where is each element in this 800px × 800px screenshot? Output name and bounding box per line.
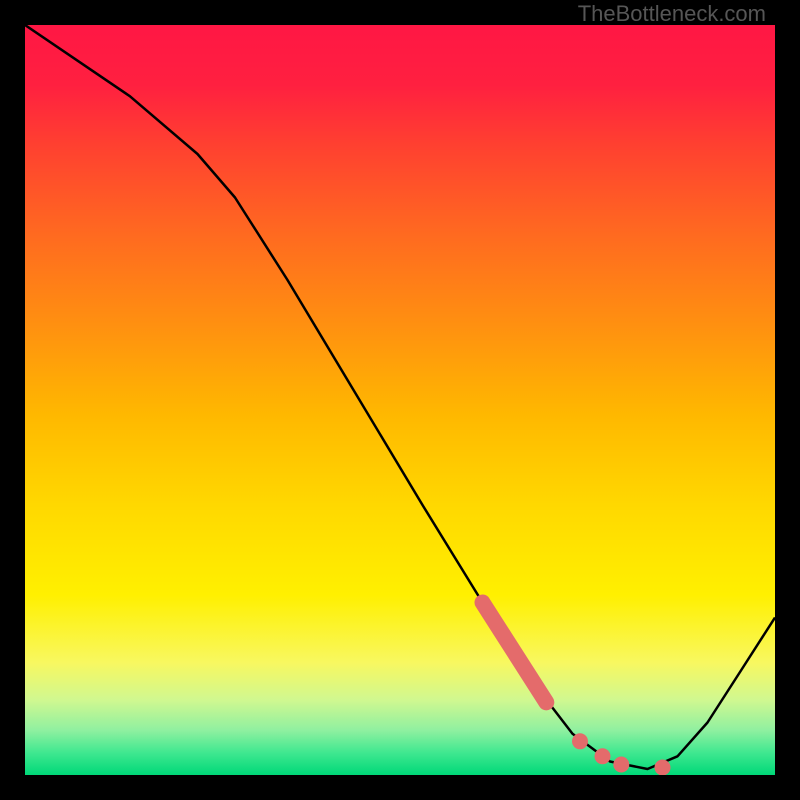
chart-svg — [25, 25, 775, 775]
highlight-dot — [655, 760, 671, 776]
watermark-text: TheBottleneck.com — [578, 1, 766, 27]
highlight-dot — [613, 757, 629, 773]
chart-plot-area — [25, 25, 775, 775]
highlight-dot — [572, 733, 588, 749]
highlight-dot — [595, 748, 611, 764]
gradient-background — [25, 25, 775, 775]
